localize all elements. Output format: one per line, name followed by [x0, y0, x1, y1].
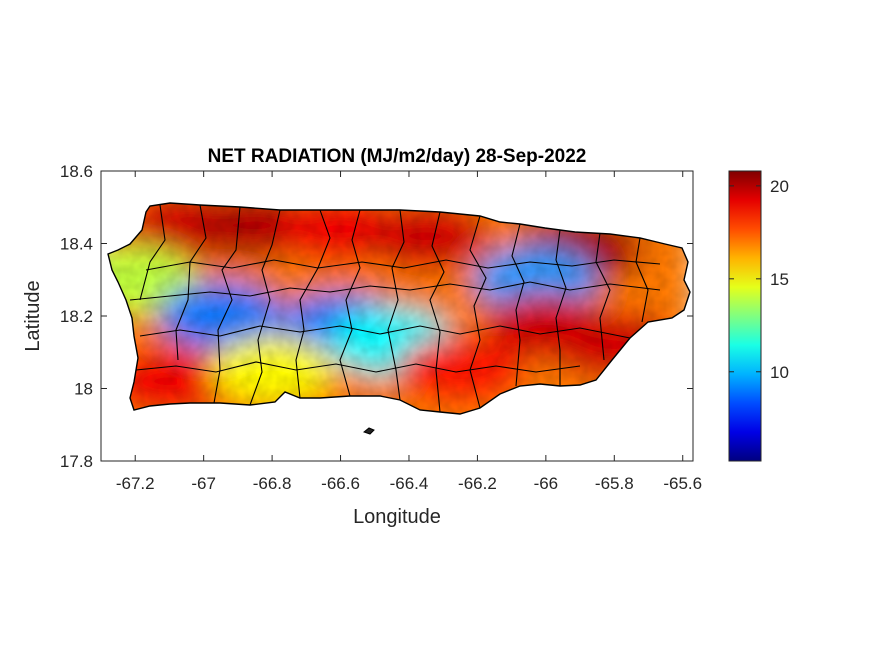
colorbar-tick-label: 10: [770, 363, 789, 382]
boundary-line-14: [139, 325, 631, 339]
boundary-line-3: [249, 209, 281, 406]
boundary-line-10: [555, 229, 567, 386]
colorbar: [728, 170, 762, 462]
y-tick-label: 18.4: [60, 235, 93, 254]
x-tick-label: -66.8: [253, 474, 292, 493]
chart-title: NET RADIATION (MJ/m2/day) 28-Sep-2022: [208, 146, 587, 167]
x-tick-label: -66.2: [458, 474, 497, 493]
heat-field: [108, 203, 690, 414]
boundary-line-12: [635, 237, 649, 323]
municipality-boundaries: [129, 204, 661, 413]
boundary-line-13: [129, 281, 661, 301]
y-axis: 17.8 18 18.2 18.4 18.6: [60, 162, 693, 471]
x-tick-label: -66.4: [390, 474, 429, 493]
x-tick-label: -66: [534, 474, 559, 493]
boundary-line-4: [295, 209, 331, 399]
boundary-line-16: [135, 361, 581, 373]
x-tick-label: -66.6: [321, 474, 360, 493]
y-tick-label: 17.8: [60, 452, 93, 471]
boundary-line-9: [511, 223, 525, 387]
boundary-line-2: [213, 206, 241, 404]
x-tick-label: -65.8: [595, 474, 634, 493]
boundary-line-15: [145, 259, 661, 271]
coastline: [107, 202, 691, 415]
islet-caja-de-muerto: [362, 427, 375, 435]
colorbar-tick-label: 20: [770, 177, 789, 196]
boundary-line-7: [429, 211, 445, 413]
x-tick-label: -67: [191, 474, 216, 493]
colorbar-ticks: 10 15 20: [729, 177, 789, 382]
boundary-line-5: [339, 209, 361, 397]
x-tick-label: -65.6: [663, 474, 702, 493]
y-tick-label: 18.2: [60, 307, 93, 326]
boundary-line-1: [175, 204, 207, 361]
colorbar-tick-label: 15: [770, 270, 789, 289]
y-tick-label: 18.6: [60, 162, 93, 181]
boundary-line-0: [139, 204, 166, 301]
boundary-line-6: [387, 209, 405, 401]
x-tick-label: -67.2: [116, 474, 155, 493]
x-axis: -67.2 -67 -66.8 -66.6 -66.4 -66.2 -66 -65.8 -65.…: [116, 171, 702, 493]
y-tick-label: 18: [74, 380, 93, 399]
y-axis-label: Latitude: [22, 280, 44, 351]
x-axis-label: Longitude: [353, 506, 441, 528]
